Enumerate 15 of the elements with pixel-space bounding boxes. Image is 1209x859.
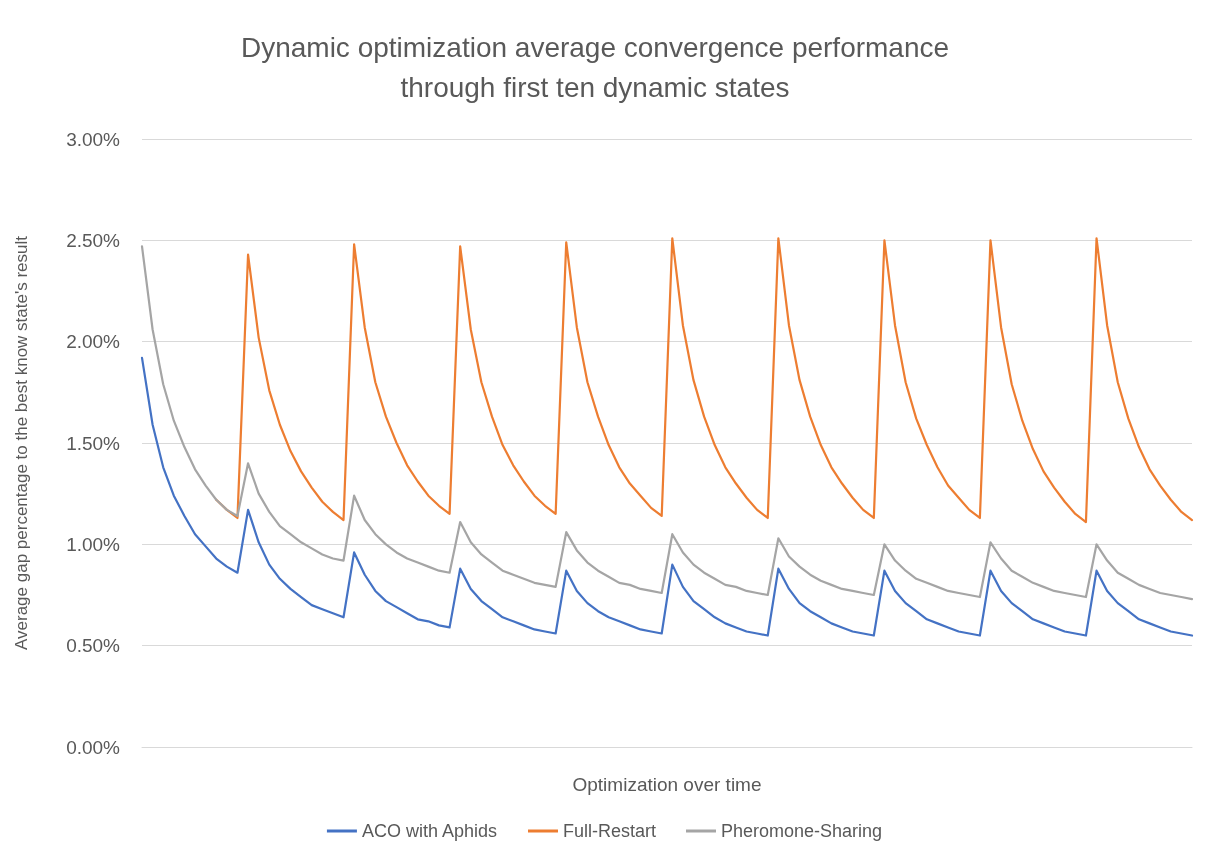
y-tick-label: 2.00% bbox=[66, 331, 121, 353]
x-axis-title: Optimization over time bbox=[572, 774, 762, 795]
y-tick-label: 0.50% bbox=[66, 635, 121, 657]
y-axis-title: Average gap percentage to the best know state's result bbox=[12, 235, 31, 651]
y-tick-label: 2.50% bbox=[66, 229, 121, 251]
y-tick-label: 0.00% bbox=[66, 736, 121, 758]
y-tick-label: 3.00% bbox=[66, 128, 121, 150]
chart-title: Dynamic optimization average convergence performance through first ten dynamic states bbox=[240, 31, 950, 103]
line-series bbox=[140, 245, 1194, 601]
y-tick-label: 1.00% bbox=[66, 533, 121, 555]
legend-label: Full-Restart bbox=[562, 821, 656, 841]
legend-label: Pheromone-Sharing bbox=[720, 821, 883, 841]
line-series bbox=[140, 356, 1194, 637]
y-tick-label: 1.50% bbox=[66, 432, 121, 454]
legend-label: ACO with Aphids bbox=[361, 821, 497, 841]
